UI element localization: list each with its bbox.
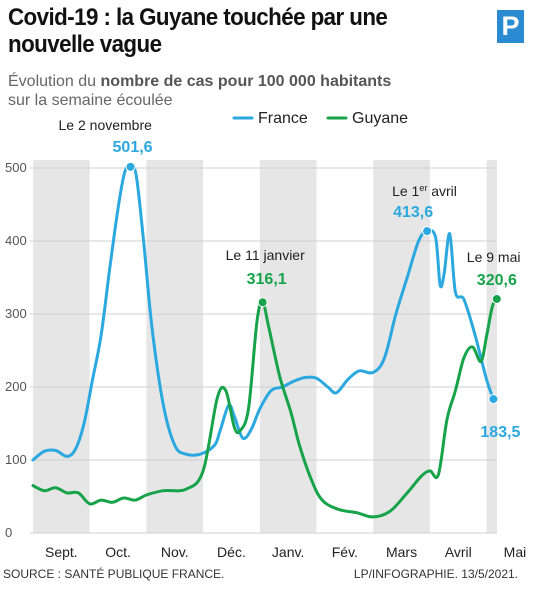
le-parisien-logo: P (497, 10, 524, 43)
series-line-france (31, 164, 495, 462)
annotation-value: 320,6 (477, 272, 517, 289)
annotation-date-text: avril (427, 183, 457, 199)
legend-label: France (258, 110, 308, 127)
subtitle-measure: nombre de cas pour 100 000 habitants (100, 73, 392, 90)
month-band (33, 160, 90, 533)
annotation-value: 316,1 (247, 271, 287, 288)
x-month-label: Mars (386, 544, 417, 560)
x-month-label: Mai (504, 544, 527, 560)
legend-label: Guyane (352, 110, 408, 127)
y-axis-ticks: 0 100 200 300 400 500 (5, 160, 27, 540)
x-axis-months: Sept. Oct. Nov. Déc. Janv. Fév. Mars Avril Mai (45, 544, 526, 560)
x-month-label: Déc. (217, 544, 246, 560)
x-month-label: Sept. (45, 544, 78, 560)
y-tick-label: 500 (5, 160, 27, 175)
y-tick-label: 300 (5, 306, 27, 321)
annotation-date: Le 11 janvier (226, 247, 305, 263)
month-band (259, 160, 317, 533)
annotation-value: 501,6 (113, 139, 153, 156)
series-lines (31, 164, 499, 519)
source-note: SOURCE : SANTÉ PUBLIQUE FRANCE. (3, 567, 225, 581)
x-month-label: Janv. (272, 544, 304, 560)
legend: France Guyane (232, 110, 408, 127)
peak-marker (488, 394, 499, 405)
peak-marker (125, 161, 136, 172)
annotation-value: 413,6 (393, 204, 433, 221)
peak-marker (257, 297, 268, 308)
peak-marker (422, 226, 433, 237)
chart-title: Covid-19 : la Guyane touchée par une nou… (8, 4, 388, 58)
subtitle-prefix: Évolution du (8, 73, 101, 90)
annotation-date: Le 1er avril (392, 183, 457, 199)
series-line-guyane (31, 297, 499, 519)
annotation-date-text: Le 1 (392, 183, 419, 199)
x-month-label: Fév. (332, 544, 358, 560)
annotation-date: Le 9 mai (467, 249, 521, 265)
annotations: Le 2 novembre 501,6 Le 11 janvier 316,1 Le 1… (59, 117, 521, 441)
month-band (146, 160, 204, 533)
chart-subtitle: Évolution du nombre de cas pour 100 000 … (8, 72, 391, 110)
annotation-value: 183,5 (480, 424, 520, 441)
annotation-date-sup: er (419, 183, 427, 193)
y-tick-label: 200 (5, 379, 27, 394)
gridlines (30, 167, 497, 534)
month-band (486, 160, 497, 533)
y-tick-label: 100 (5, 452, 27, 467)
x-month-label: Nov. (161, 544, 189, 560)
x-month-label: Oct. (105, 544, 131, 560)
y-tick-label: 0 (5, 525, 12, 540)
peak-marker (491, 293, 502, 304)
x-month-label: Avril (445, 544, 472, 560)
subtitle-period: sur la semaine écoulée (8, 92, 173, 109)
month-band (373, 160, 430, 533)
annotation-date: Le 2 novembre (59, 117, 153, 133)
credit-note: LP/INFOGRAPHIE. 13/5/2021. (353, 567, 518, 581)
y-tick-label: 400 (5, 233, 27, 248)
